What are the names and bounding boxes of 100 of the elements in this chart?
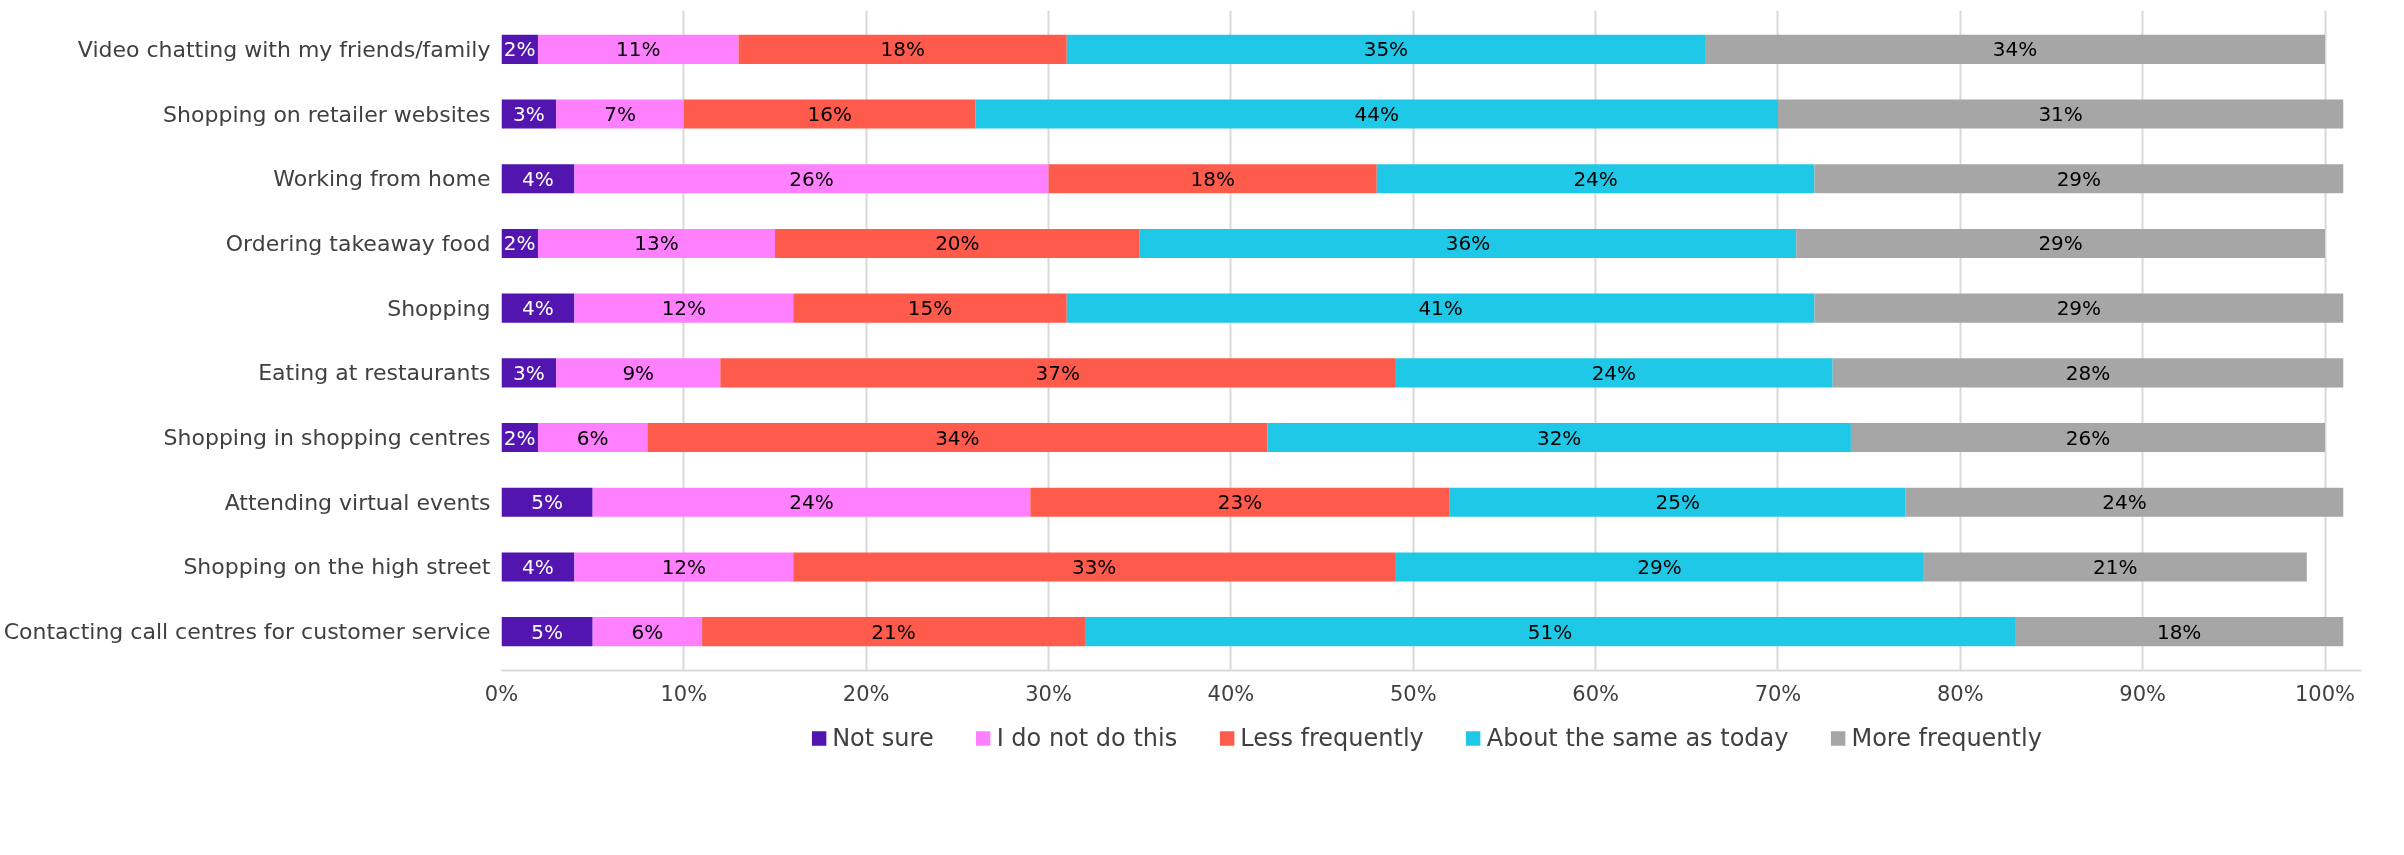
bar bbox=[1267, 423, 1851, 453]
data-label: 2% bbox=[503, 231, 536, 256]
bar bbox=[556, 358, 721, 388]
data-label: 2% bbox=[503, 425, 536, 450]
data-label: 41% bbox=[1418, 296, 1463, 321]
data-label: 24% bbox=[1591, 360, 1637, 385]
bar bbox=[1705, 34, 2326, 64]
data-label: 37% bbox=[1035, 360, 1080, 385]
bar bbox=[537, 228, 776, 258]
data-label: 6% bbox=[576, 425, 609, 450]
data-label: 5% bbox=[531, 490, 563, 515]
bar bbox=[1066, 34, 1706, 64]
data-label: 9% bbox=[622, 360, 655, 385]
data-label: 26% bbox=[789, 166, 834, 191]
bar bbox=[1814, 164, 2344, 194]
data-label: 4% bbox=[522, 166, 554, 191]
bar bbox=[556, 99, 684, 129]
data-label: 7% bbox=[604, 102, 636, 127]
legend-label: More frequently bbox=[1851, 724, 2042, 752]
bar bbox=[592, 487, 1031, 517]
data-label: 35% bbox=[1363, 37, 1409, 62]
data-label: 12% bbox=[661, 296, 707, 321]
x-tick-label: 80% bbox=[1936, 681, 1984, 706]
data-label: 25% bbox=[1655, 490, 1700, 515]
data-label: 5% bbox=[531, 619, 563, 644]
data-label: 21% bbox=[871, 619, 916, 644]
y-tick-label: Attending virtual events bbox=[224, 489, 491, 515]
data-label: 16% bbox=[807, 102, 852, 127]
data-label: 24% bbox=[2102, 490, 2147, 515]
y-tick-label: Working from home bbox=[273, 166, 491, 192]
bar bbox=[574, 164, 1049, 194]
data-label: 18% bbox=[880, 37, 925, 62]
data-label: 44% bbox=[1354, 102, 1400, 127]
data-label: 6% bbox=[631, 619, 664, 644]
legend-label: About the same as today bbox=[1486, 724, 1789, 752]
data-label: 21% bbox=[2093, 554, 2138, 579]
bar bbox=[1814, 293, 2344, 323]
bar bbox=[1850, 423, 2326, 453]
data-label: 34% bbox=[935, 425, 980, 450]
data-label: 20% bbox=[935, 231, 980, 256]
y-tick-label: Ordering takeaway food bbox=[225, 230, 491, 256]
bar bbox=[1796, 228, 2326, 258]
bar bbox=[1048, 164, 1377, 194]
bar bbox=[1085, 617, 2016, 647]
bar bbox=[1777, 99, 2344, 129]
bar bbox=[1139, 228, 1797, 258]
bar bbox=[1376, 164, 1815, 194]
x-tick-label: 20% bbox=[842, 681, 890, 706]
data-label: 24% bbox=[789, 490, 834, 515]
x-tick-label: 60% bbox=[1572, 681, 1619, 706]
bar bbox=[775, 228, 1140, 258]
bar bbox=[793, 293, 1067, 323]
bar bbox=[1030, 487, 1450, 517]
data-label: 3% bbox=[512, 102, 545, 127]
data-label: 4% bbox=[522, 554, 554, 579]
bar bbox=[592, 617, 703, 647]
x-tick-label: 40% bbox=[1207, 681, 1255, 706]
bar bbox=[1449, 487, 1906, 517]
x-tick-label: 100% bbox=[2295, 681, 2356, 706]
data-label: 29% bbox=[2056, 166, 2102, 191]
bar bbox=[975, 99, 1778, 129]
data-label: 36% bbox=[1445, 231, 1491, 256]
data-label: 23% bbox=[1217, 490, 1263, 515]
bar bbox=[1905, 487, 2344, 517]
data-label: 31% bbox=[2038, 102, 2083, 127]
data-label: 11% bbox=[616, 37, 661, 62]
bar bbox=[702, 617, 1086, 647]
bar bbox=[537, 423, 648, 453]
bar bbox=[793, 552, 1396, 582]
data-label: 24% bbox=[1573, 166, 1618, 191]
data-label: 18% bbox=[2156, 619, 2202, 644]
legend-label: I do not do this bbox=[996, 724, 1178, 752]
data-label: 18% bbox=[1190, 166, 1235, 191]
y-tick-label: Video chatting with my friends/family bbox=[77, 36, 491, 62]
bar bbox=[738, 34, 1067, 64]
bar bbox=[1395, 358, 1833, 388]
data-label: 32% bbox=[1536, 425, 1582, 450]
bar bbox=[501, 552, 575, 582]
x-tick-label: 0% bbox=[484, 681, 519, 706]
data-label: 29% bbox=[1637, 554, 1682, 579]
y-tick-label: Contacting call centres for customer service bbox=[3, 619, 491, 645]
bar bbox=[683, 99, 976, 129]
y-tick-label: Shopping in shopping centres bbox=[163, 425, 491, 451]
x-tick-label: 70% bbox=[1754, 681, 1802, 706]
data-label: 33% bbox=[1071, 554, 1117, 579]
bar bbox=[574, 552, 794, 582]
x-tick-label: 10% bbox=[660, 681, 708, 706]
bar bbox=[574, 293, 794, 323]
legend-label: Less frequently bbox=[1240, 724, 1424, 752]
data-label: 12% bbox=[661, 554, 707, 579]
data-label: 13% bbox=[634, 231, 679, 256]
bar bbox=[720, 358, 1396, 388]
y-tick-label: Shopping on the high street bbox=[183, 554, 491, 580]
bar bbox=[1066, 293, 1815, 323]
bar bbox=[1832, 358, 2344, 388]
data-label: 34% bbox=[1992, 37, 2038, 62]
bar bbox=[1923, 552, 2307, 582]
bar bbox=[537, 34, 739, 64]
y-tick-label: Eating at restaurants bbox=[258, 360, 491, 386]
bar bbox=[647, 423, 1268, 453]
